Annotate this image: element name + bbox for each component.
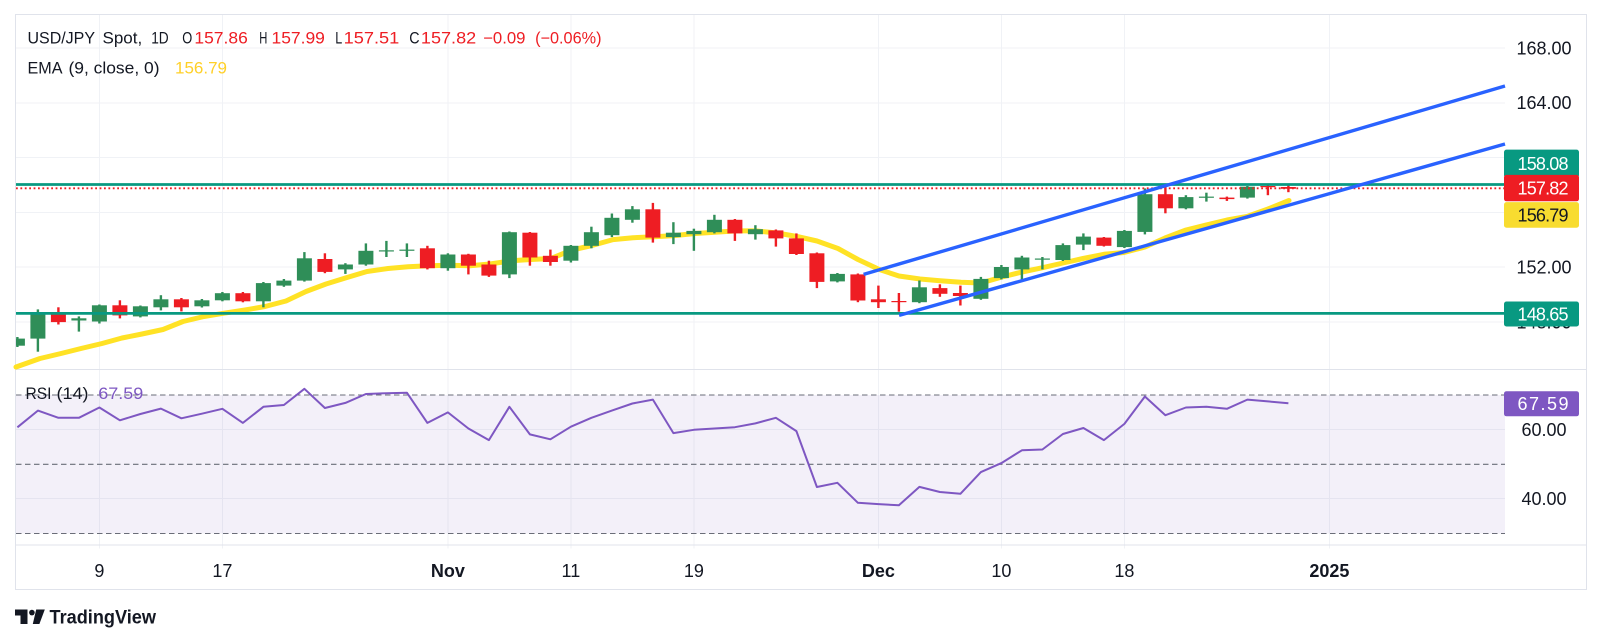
svg-text:157.86: 157.86 (194, 30, 247, 48)
svg-text:USD/JPY: USD/JPY (28, 30, 96, 48)
svg-text:L: L (335, 30, 342, 48)
svg-text:(−0.06%): (−0.06%) (535, 30, 601, 48)
svg-text:O: O (182, 30, 192, 48)
svg-text:−0.09: −0.09 (483, 30, 525, 48)
svg-text:168.00: 168.00 (1516, 38, 1571, 58)
svg-text:18: 18 (1114, 561, 1134, 581)
svg-text:Dec: Dec (862, 561, 895, 581)
svg-text:40.00: 40.00 (1521, 489, 1566, 509)
svg-text:19: 19 (684, 561, 704, 581)
svg-text:148.65: 148.65 (1518, 304, 1569, 324)
svg-text:67.59: 67.59 (98, 385, 143, 403)
svg-text:152.00: 152.00 (1516, 258, 1571, 278)
svg-text:C: C (409, 30, 420, 48)
svg-text:(14): (14) (57, 385, 89, 403)
svg-text:EMA: EMA (28, 60, 63, 78)
svg-text:157.82: 157.82 (1518, 179, 1569, 199)
svg-text:10: 10 (991, 561, 1011, 581)
svg-text:157.99: 157.99 (272, 30, 325, 48)
svg-text:67.59: 67.59 (1518, 394, 1569, 414)
svg-text:157.82: 157.82 (421, 30, 476, 48)
svg-text:158.08: 158.08 (1518, 154, 1569, 174)
svg-text:156.79: 156.79 (1518, 205, 1569, 225)
svg-text:Nov: Nov (431, 561, 465, 581)
svg-text:(9, close, 0): (9, close, 0) (69, 60, 160, 78)
svg-text:Spot,: Spot, (103, 30, 143, 48)
svg-text:156.79: 156.79 (175, 60, 227, 78)
svg-text:157.51: 157.51 (344, 30, 400, 48)
svg-text:1D: 1D (151, 30, 169, 48)
svg-text:TradingView: TradingView (50, 608, 157, 629)
svg-text:9: 9 (94, 561, 104, 581)
svg-text:2025: 2025 (1309, 561, 1349, 581)
svg-text:RSI: RSI (26, 385, 52, 403)
svg-text:60.00: 60.00 (1521, 420, 1566, 440)
svg-text:164.00: 164.00 (1516, 93, 1571, 113)
svg-text:H: H (259, 30, 267, 48)
svg-text:11: 11 (562, 561, 581, 581)
svg-text:17: 17 (212, 561, 232, 581)
